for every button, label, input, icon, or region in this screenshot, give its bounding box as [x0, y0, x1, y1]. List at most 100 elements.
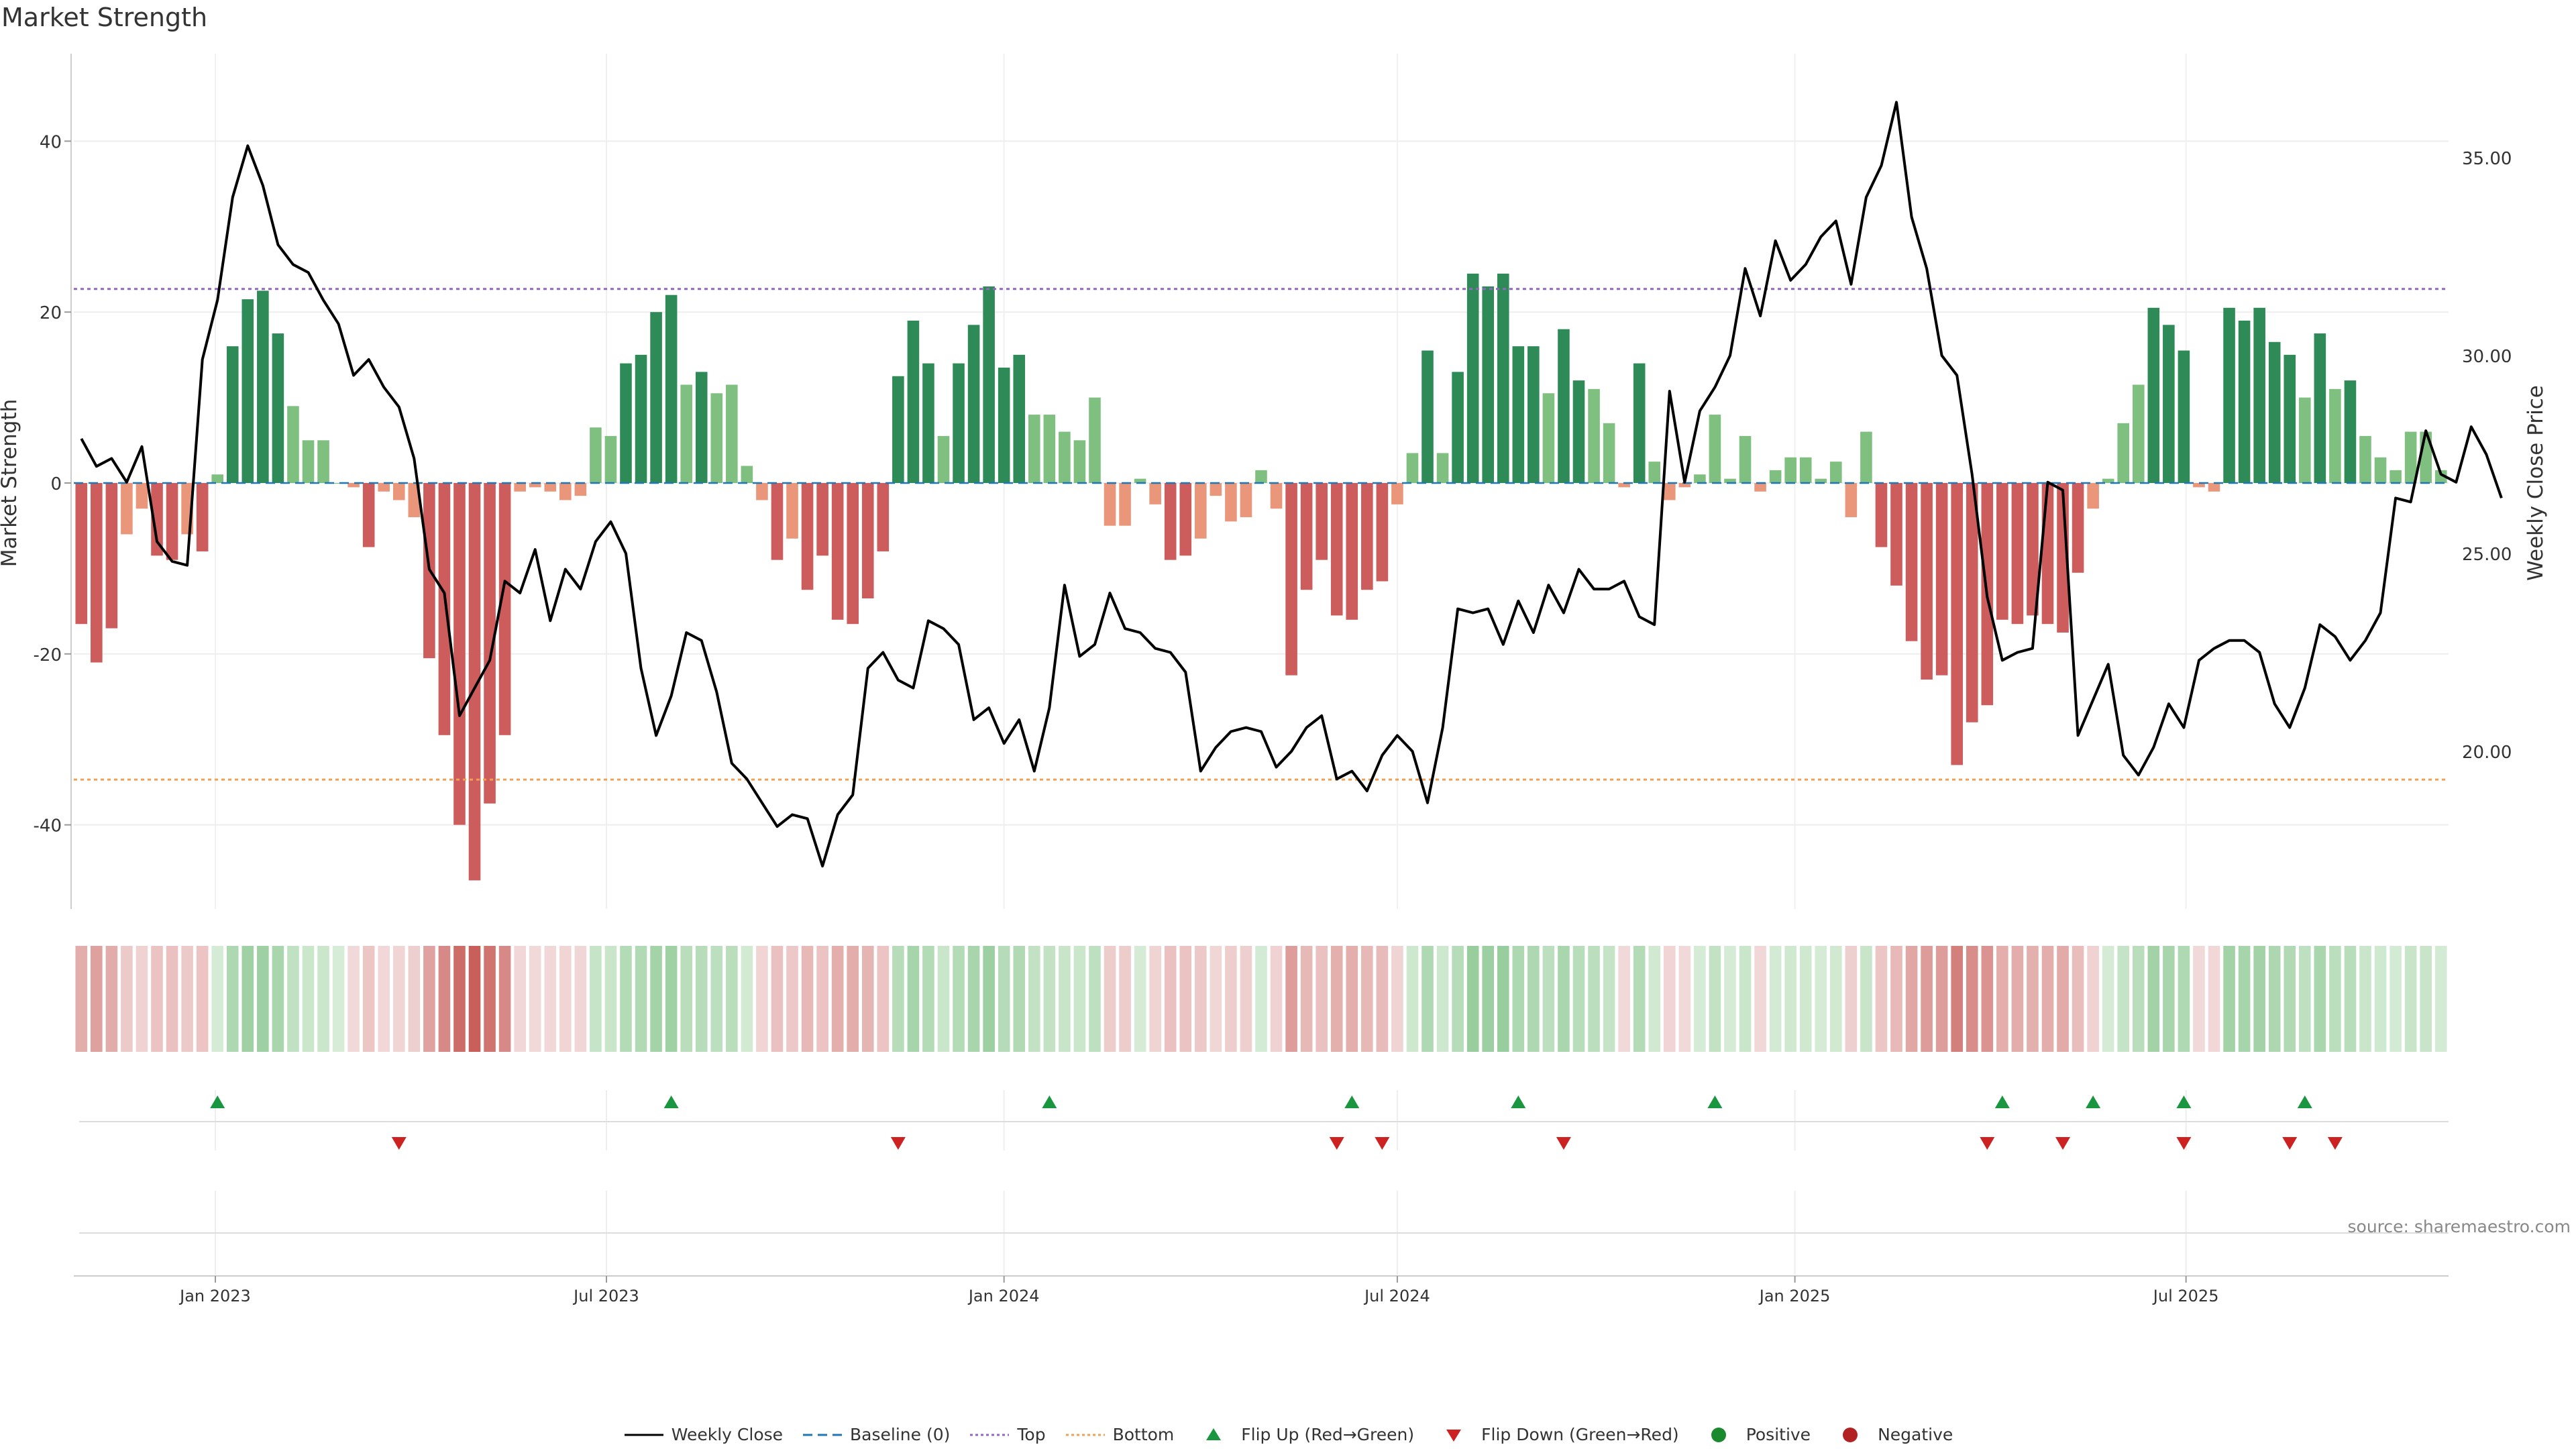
heat-cell: [726, 946, 738, 1052]
strength-bar: [1013, 354, 1026, 483]
heat-cell: [2072, 946, 2084, 1052]
heat-cell: [2268, 946, 2281, 1052]
strength-bar: [1845, 483, 1858, 517]
heat-cell: [468, 946, 481, 1052]
heat-cell: [907, 946, 920, 1052]
heat-cell: [498, 946, 511, 1052]
heat-cell: [226, 946, 239, 1052]
legend-bottom-label: Bottom: [1112, 1425, 1175, 1444]
strength-bar: [2011, 483, 2024, 625]
heat-cell: [2238, 946, 2251, 1052]
left-tick-label: -40: [34, 816, 62, 837]
strength-bar: [635, 354, 647, 483]
strength-bar: [544, 483, 557, 492]
flip-up-marker: [1511, 1095, 1526, 1108]
heat-cell: [2041, 946, 2054, 1052]
heat-cell: [544, 946, 557, 1052]
flip-up-marker: [2176, 1095, 2192, 1108]
heat-cell: [2299, 946, 2311, 1052]
strength-bar: [1497, 273, 1509, 483]
heat-cell: [91, 946, 103, 1052]
right-tick-label: 25.00: [2462, 545, 2512, 565]
heat-cell: [1210, 946, 1222, 1052]
heat-cell: [1845, 946, 1858, 1052]
heat-cell: [1421, 946, 1434, 1052]
heat-cell: [2117, 946, 2130, 1052]
strength-bar: [166, 483, 178, 560]
strength-bar: [408, 483, 421, 517]
strength-bar: [1648, 462, 1661, 483]
heat-cell: [604, 946, 617, 1052]
strength-bar: [1361, 483, 1373, 590]
strength-bar: [1527, 346, 1540, 483]
heat-cell: [181, 946, 193, 1052]
heat-cell: [1391, 946, 1403, 1052]
heat-cell: [953, 946, 965, 1052]
heat-cell: [2284, 946, 2296, 1052]
strength-bar: [1633, 363, 1646, 483]
heat-cell: [1134, 946, 1146, 1052]
strength-bar: [1164, 483, 1177, 560]
heat-cell: [877, 946, 890, 1052]
flip-up-marker: [1042, 1095, 1057, 1108]
strength-bar: [2374, 457, 2387, 483]
strength-bar: [1815, 478, 1827, 483]
heat-cell: [741, 946, 753, 1052]
strength-bar: [1588, 388, 1600, 483]
legend-weekly-close: Weekly Close: [623, 1425, 783, 1444]
strength-bar: [1119, 483, 1131, 526]
heat-cell: [922, 946, 934, 1052]
heat-cell: [559, 946, 572, 1052]
heat-cell: [1905, 946, 1918, 1052]
heat-cell: [1361, 946, 1373, 1052]
strength-bar: [1330, 483, 1343, 616]
legend-positive: Positive: [1698, 1425, 1811, 1444]
heat-cell: [1195, 946, 1207, 1052]
heat-cell: [1694, 946, 1706, 1052]
strength-bar: [1572, 380, 1585, 483]
heat-cell: [1860, 946, 1872, 1052]
strength-bar: [1346, 483, 1358, 620]
strength-bar: [1406, 453, 1419, 483]
chart-title: Market Strength: [1, 3, 208, 32]
strength-bar: [2268, 341, 2281, 483]
strength-bar: [1860, 431, 1872, 483]
heat-cell: [2329, 946, 2341, 1052]
strength-bar: [1784, 457, 1796, 483]
heat-cell: [196, 946, 209, 1052]
strength-bar: [2390, 470, 2402, 483]
heat-cell: [710, 946, 723, 1052]
legend-baseline: Baseline (0): [802, 1425, 950, 1444]
strength-bar: [484, 483, 496, 804]
strength-bar: [438, 483, 451, 735]
heat-cell: [2102, 946, 2114, 1052]
strength-bar: [105, 483, 118, 629]
heat-cell: [1709, 946, 1721, 1052]
heat-cell: [1406, 946, 1419, 1052]
heat-cell: [1466, 946, 1479, 1052]
heat-cell: [2253, 946, 2265, 1052]
strength-bar: [937, 435, 950, 483]
heat-cell: [1316, 946, 1328, 1052]
strength-bar: [2041, 483, 2054, 625]
strength-bar: [1694, 474, 1706, 483]
heat-cell: [332, 946, 345, 1052]
heat-cell: [1119, 946, 1131, 1052]
heat-cell: [362, 946, 375, 1052]
heat-cell: [967, 946, 980, 1052]
strength-bar: [1921, 483, 1933, 680]
x-tick-label: Jul 2023: [572, 1287, 639, 1305]
heat-cell: [1678, 946, 1691, 1052]
legend-positive-label: Positive: [1746, 1425, 1811, 1444]
heat-cell: [2420, 946, 2432, 1052]
heat-cell: [1724, 946, 1736, 1052]
strength-bar: [801, 483, 814, 590]
flip-down-marker: [391, 1137, 407, 1150]
left-tick-label: 40: [40, 132, 62, 152]
heat-cell: [166, 946, 178, 1052]
strength-bar: [2223, 307, 2235, 483]
heat-cell: [1633, 946, 1646, 1052]
heat-cell: [287, 946, 299, 1052]
strength-bar: [332, 483, 345, 484]
heat-cell: [2011, 946, 2024, 1052]
